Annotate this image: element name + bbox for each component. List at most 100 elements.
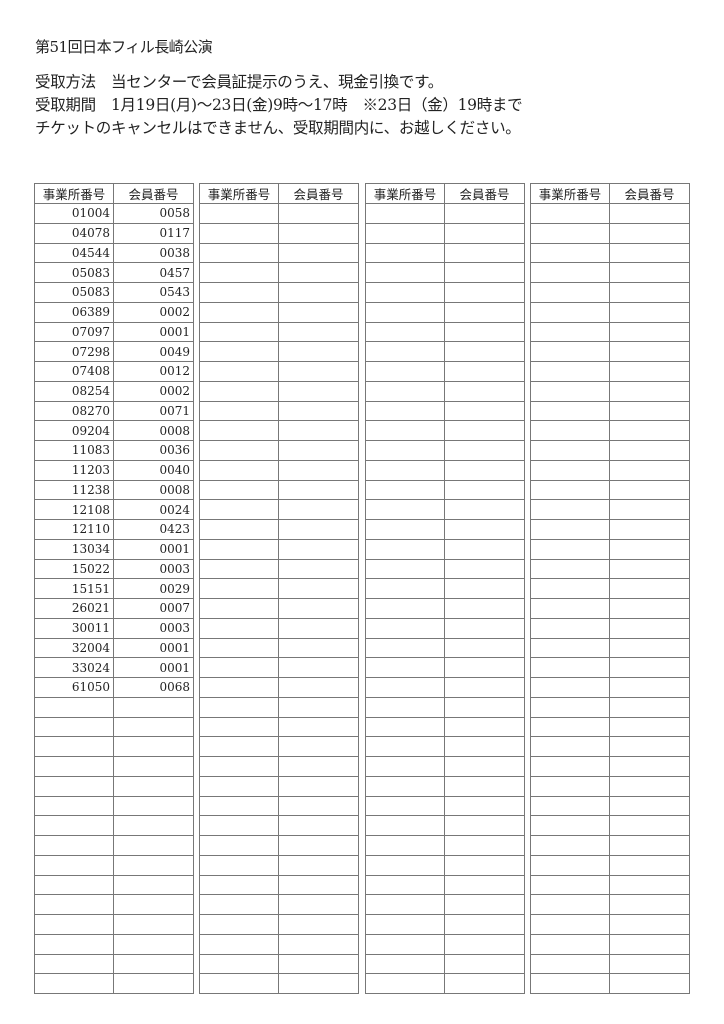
- office-number-cell: [34, 795, 114, 817]
- receipt-period: 受取期間 1月19日(月)～23日(金)9時～17時 ※23日（金）19時まで: [35, 96, 523, 114]
- member-number-cell: [444, 558, 525, 580]
- member-number-cell: [609, 578, 690, 599]
- office-number-cell: [530, 775, 610, 797]
- member-number-cell: [278, 380, 359, 402]
- table-row: [530, 321, 690, 343]
- member-number-cell: 0003: [113, 617, 194, 639]
- table-row: [530, 341, 690, 362]
- member-number-cell: [444, 341, 525, 362]
- office-number-cell: [530, 321, 610, 343]
- office-number-cell: [530, 262, 610, 283]
- office-number-cell: 33024: [34, 657, 114, 678]
- office-number-cell: [530, 282, 610, 303]
- member-number-cell: [278, 321, 359, 343]
- office-number-cell: [199, 282, 279, 303]
- member-number-cell: [609, 262, 690, 283]
- office-number-cell: 30011: [34, 617, 114, 639]
- office-number-cell: [199, 637, 279, 659]
- member-number-cell: [444, 499, 525, 520]
- member-number-cell: [609, 775, 690, 797]
- office-number-cell: 04544: [34, 242, 114, 264]
- member-number-cell: [278, 854, 359, 876]
- member-number-cell: [278, 953, 359, 975]
- table-row: [530, 835, 690, 856]
- receipt-method: 受取方法 当センターで会員証提示のうえ、現金引換です。: [35, 73, 443, 91]
- office-number-cell: [530, 440, 610, 461]
- office-number-cell: [199, 795, 279, 817]
- office-number-cell: [199, 440, 279, 461]
- member-number-cell: [609, 815, 690, 836]
- member-number-cell: [278, 815, 359, 836]
- member-number-cell: [278, 835, 359, 856]
- office-number-cell: [199, 854, 279, 876]
- member-number-cell: 0058: [113, 203, 194, 224]
- office-number-cell: [530, 854, 610, 876]
- table-row: [530, 578, 690, 599]
- table-row: [199, 459, 359, 481]
- member-number-cell: [609, 933, 690, 955]
- table-row: [365, 400, 525, 422]
- office-number-cell: [365, 677, 445, 698]
- member-number-cell: [278, 242, 359, 264]
- member-number-cell: [278, 459, 359, 481]
- member-number-cell: [609, 341, 690, 362]
- office-number-cell: [34, 696, 114, 718]
- office-number-cell: [199, 578, 279, 599]
- office-number-cell: [199, 617, 279, 639]
- table-row: 11203 0040: [34, 459, 194, 481]
- office-number-cell: [34, 815, 114, 836]
- table-row: [530, 716, 690, 738]
- table-row: 11083 0036: [34, 440, 194, 461]
- member-number-cell: [609, 400, 690, 422]
- table-row: [530, 617, 690, 639]
- header-row: 事業所番号 会員番号: [530, 183, 690, 204]
- member-number-cell: [278, 637, 359, 659]
- page-title: 第51回日本フィル長崎公演: [35, 38, 213, 56]
- table-row: 26021 0007: [34, 598, 194, 619]
- table-row: [530, 637, 690, 659]
- member-number-cell: [278, 282, 359, 303]
- office-number-cell: [199, 499, 279, 520]
- table-row: [365, 617, 525, 639]
- table-row: [199, 677, 359, 698]
- office-number-cell: [34, 716, 114, 738]
- table-row: [199, 203, 359, 224]
- member-number-cell: [278, 756, 359, 777]
- table-row: [530, 953, 690, 975]
- office-number-header: 事業所番号: [34, 183, 114, 204]
- member-number-cell: [113, 815, 194, 836]
- table-row: [365, 894, 525, 915]
- table-row: [530, 203, 690, 224]
- table-row: 61050 0068: [34, 677, 194, 698]
- member-number-cell: [278, 933, 359, 955]
- table-row: [365, 203, 525, 224]
- member-number-cell: [444, 598, 525, 619]
- member-number-cell: [609, 854, 690, 876]
- table-row: [365, 756, 525, 777]
- table-row: [199, 617, 359, 639]
- office-number-cell: [365, 736, 445, 757]
- member-number-cell: [444, 736, 525, 757]
- member-number-cell: 0068: [113, 677, 194, 698]
- member-number-cell: [113, 736, 194, 757]
- member-number-cell: [609, 242, 690, 264]
- member-number-cell: [444, 657, 525, 678]
- table-row: 12108 0024: [34, 499, 194, 520]
- member-number-cell: [609, 203, 690, 224]
- table-row: [530, 815, 690, 836]
- office-number-cell: [34, 973, 114, 994]
- office-number-cell: [530, 756, 610, 777]
- member-number-cell: [444, 538, 525, 560]
- member-number-cell: [278, 598, 359, 619]
- member-number-cell: [609, 914, 690, 935]
- table-row: [365, 499, 525, 520]
- member-number-cell: [609, 361, 690, 382]
- member-number-cell: [609, 874, 690, 896]
- member-number-cell: [278, 696, 359, 718]
- office-number-cell: [530, 795, 610, 817]
- table-row: [530, 380, 690, 402]
- office-number-cell: [199, 716, 279, 738]
- office-number-cell: [365, 282, 445, 303]
- member-number-cell: [444, 696, 525, 718]
- member-number-cell: [444, 854, 525, 876]
